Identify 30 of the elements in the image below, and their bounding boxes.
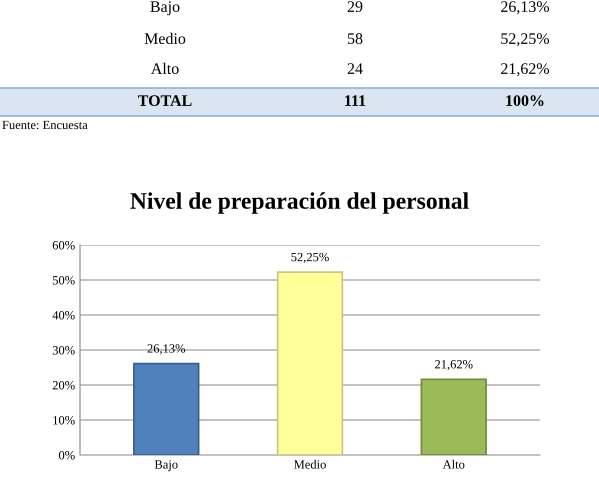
text: 111	[345, 95, 366, 106]
y-tick-label: 20%	[52, 381, 75, 390]
y-tick-label: 10%	[53, 416, 75, 424]
text: Alto	[150, 62, 179, 74]
text: 24	[348, 63, 363, 74]
y-tick-label: 60%	[52, 241, 75, 250]
text: 26,13%	[501, 1, 550, 14]
x-tick-label: Medio	[294, 460, 326, 469]
y-tick-label: 50%	[52, 276, 75, 284]
text: 52,25%	[501, 33, 550, 46]
data-label: 21,62%	[435, 360, 473, 370]
text: 21,62%	[501, 63, 550, 76]
bar	[276, 271, 344, 455]
text: Medio	[144, 32, 186, 44]
bar	[420, 378, 487, 455]
text: 29	[348, 1, 362, 12]
chart-title: Nivel de preparación del personal	[130, 192, 469, 214]
text: Bajo	[150, 1, 180, 16]
y-tick-label: 40%	[52, 311, 75, 320]
source-note: Fuente: Encuesta	[2, 120, 88, 130]
text: 100%	[506, 95, 544, 106]
text: TOTAL	[138, 95, 192, 106]
data-label: 52,25%	[291, 252, 329, 264]
text: 58	[348, 33, 362, 44]
x-tick-label: Alto	[442, 460, 464, 469]
data-label: 26,13%	[148, 344, 186, 354]
x-tick-label: Bajo	[154, 460, 178, 472]
bar	[133, 362, 200, 455]
y-tick-label: 0%	[58, 451, 75, 460]
y-tick-label: 30%	[52, 346, 75, 354]
